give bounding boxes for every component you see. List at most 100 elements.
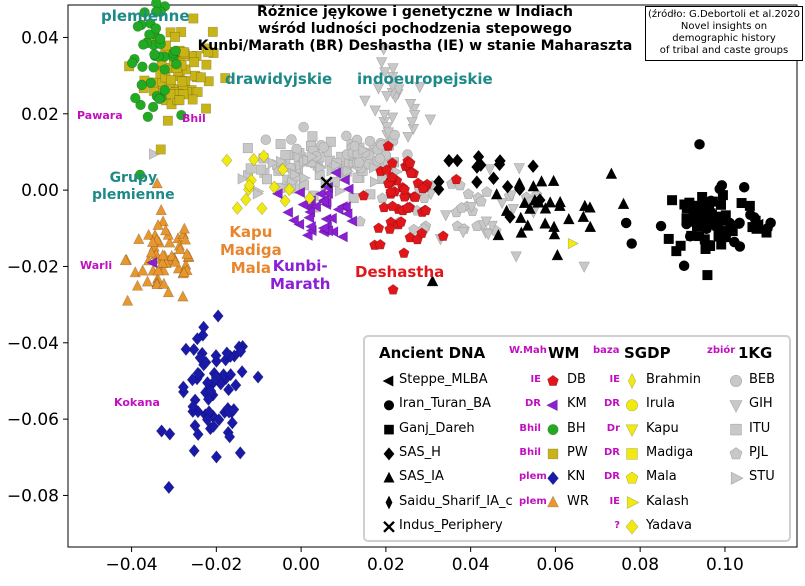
point-gih-b [505,190,518,202]
point-stu [237,173,249,185]
point-iran_turan_ba [729,236,740,248]
point-pw [203,47,214,58]
point-iran_turan_ba [724,217,736,229]
point-sas_ia [551,249,564,261]
point-pw [155,144,166,155]
point-sas_h [501,179,514,194]
point-kn [235,344,247,359]
point-itu [348,193,359,204]
y-tick-label: 0.04 [21,28,59,48]
x-tick-label: 0.04 [452,555,490,575]
point-gih-b [496,198,508,210]
point-bh [135,99,146,111]
point-bh [130,92,141,104]
legend-label-pjl: PJL [749,444,768,460]
point-indus_periphery [320,176,333,189]
point-kn [252,370,264,384]
point-km [281,206,294,219]
point-pjl [462,188,474,199]
point-beb [389,129,400,141]
legend-tag: Dr [606,422,620,434]
point-db [358,189,370,201]
point-gih-b [480,216,492,228]
y-tick-label: −0.04 [7,334,59,354]
point-stu [299,172,311,184]
legend-tag: Bhil [519,422,541,434]
point-wr [172,262,185,274]
point-sas_ia [490,188,503,200]
point-km [309,200,322,213]
point-sas_ia [522,219,534,231]
legend-marker-irula [625,399,638,412]
point-wr [129,266,141,278]
point-stu [307,150,319,163]
point-iran_turan_ba [705,195,717,207]
point-itu [242,143,253,154]
point-yadava [277,162,289,177]
point-kn [197,328,209,342]
point-pw [189,57,200,68]
point-sas_h [433,182,445,196]
point-wr [131,279,144,291]
point-gih-b [486,220,498,232]
chart-title: Różnice jęykowe i genetyczne w Indiach w… [197,4,633,54]
point-bh [150,6,162,18]
point-kn [228,402,240,417]
point-sas_ia [544,196,556,208]
point-sas_ia [518,196,531,208]
point-gih [408,110,421,122]
point-iran_turan_ba [738,181,750,193]
legend-tag: ? [614,519,620,531]
legend-title-wm: WM [548,344,580,362]
point-pw [170,31,181,42]
point-gih [406,117,418,129]
point-gih [381,91,393,103]
point-db [404,231,416,243]
legend-label-kn: KN [567,469,586,485]
point-wr [136,264,149,276]
point-ganj_dareh [692,219,703,230]
legend-label-ganj_dareh: Ganj_Dareh [399,420,475,436]
legend-label-pw: PW [567,444,588,460]
legend-tag: plem [519,471,547,483]
legend-marker-kalash [626,496,640,509]
point-km [304,220,316,233]
point-beb [260,134,272,145]
point-yadava [258,149,270,163]
point-gih-b [510,251,522,263]
point-gih [375,57,388,69]
point-pjl [408,223,420,235]
point-kn [202,392,215,406]
legend-marker-indus_periphery [383,520,395,533]
point-bh [176,109,187,121]
point-gih [404,99,417,111]
point-iran_turan_ba [711,221,722,233]
legend-marker-km [546,399,558,412]
point-kn [213,413,225,427]
point-yadava [231,201,243,215]
point-wr [178,222,191,234]
point-wr [155,203,167,215]
point-wr [146,235,159,247]
legend-markers [363,335,791,542]
annotation-bhil: Bhil [182,112,206,125]
point-pjl [456,202,468,213]
x-tick-label: 0.00 [282,555,320,575]
point-gih-b [578,261,590,273]
legend-label-yadava: Yadava [646,517,692,533]
point-bh [136,79,147,91]
legend-prefix-wmah: W.Mah [509,345,547,356]
point-wr [179,233,192,245]
point-kn [180,342,192,356]
point-kn [210,450,223,464]
point-db [382,140,394,151]
point-wr [159,224,172,236]
point-beb [374,153,386,164]
point-kn [207,419,220,433]
point-bh [154,93,165,105]
point-itu [256,164,267,175]
legend-marker-brahmin [627,372,637,390]
legend-tag: DR [603,446,620,458]
point-gih [393,84,405,96]
point-kn [164,427,176,441]
